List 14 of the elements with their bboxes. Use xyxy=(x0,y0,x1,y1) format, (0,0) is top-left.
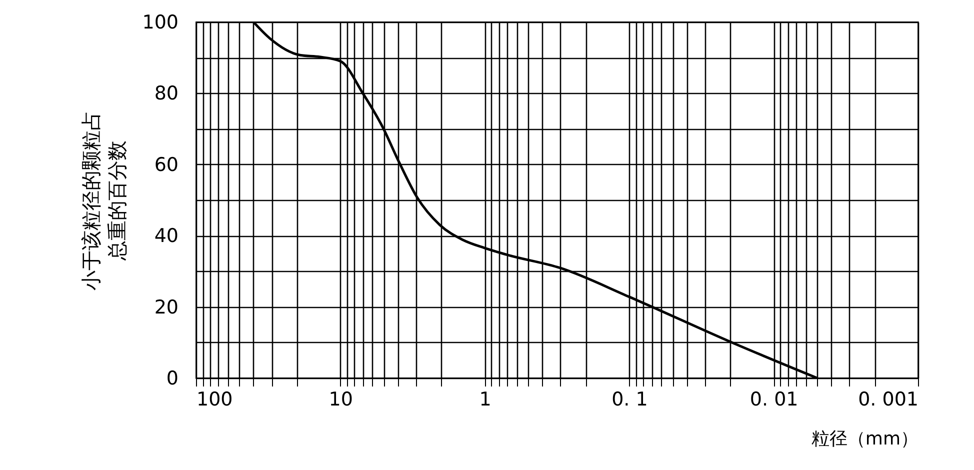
x-tick-label: 0. 001 xyxy=(858,388,918,410)
y-tick-label: 80 xyxy=(154,82,178,105)
x-tick-label: 1 xyxy=(479,388,492,410)
x-tick-label: 10 xyxy=(328,388,353,410)
y-axis-title: 小于该粒径的颗粒占总重的百分数 xyxy=(79,110,130,290)
x-tick-label: 0. 1 xyxy=(612,388,648,410)
y-tick-label: 0 xyxy=(166,368,178,390)
y-tick-label: 100 xyxy=(142,12,178,34)
y-tick-label: 40 xyxy=(154,225,178,248)
x-tick-label: 100 xyxy=(196,388,233,410)
y-tick-label: 20 xyxy=(154,296,178,318)
y-tick-label: 60 xyxy=(154,154,178,176)
x-tick-label: 0. 01 xyxy=(750,388,798,410)
x-axis-title: 粒径（mm） xyxy=(811,428,918,450)
